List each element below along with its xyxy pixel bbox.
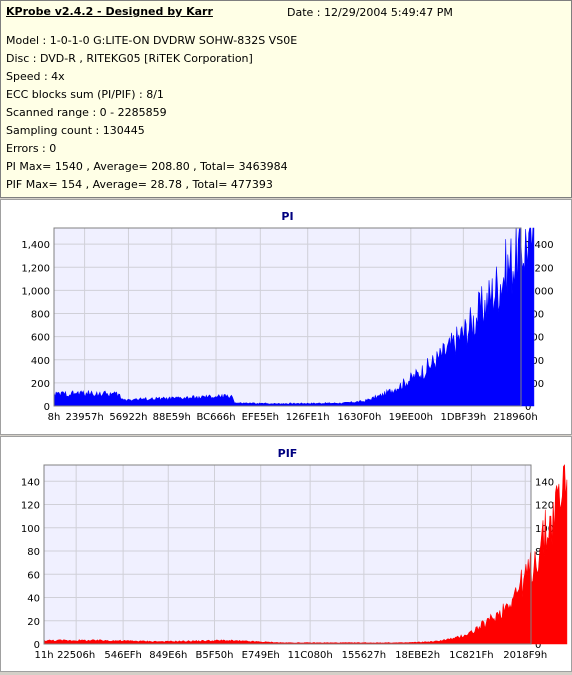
pif-xtick: 22506h: [57, 650, 95, 661]
pif-xtick: 11C080h: [288, 650, 333, 661]
pif-xtick: 18EBE2h: [395, 650, 440, 661]
pi-xtick: 19EE00h: [389, 412, 433, 423]
pi-xtick: 56922h: [109, 412, 147, 423]
pi-ytick-right: 400: [525, 356, 544, 367]
pif-plot-area: [44, 465, 531, 644]
pi-ytick-left: 1,400: [21, 240, 50, 251]
pi-stats-line: PI Max= 1540 , Average= 208.80 , Total= …: [6, 160, 288, 173]
pi-series-area: [53, 227, 535, 407]
pif-ytick-left: 60: [27, 570, 40, 581]
scan-date: Date : 12/29/2004 5:49:47 PM: [287, 6, 453, 19]
disc-line: Disc : DVD-R , RITEKG05 [RiTEK Corporati…: [6, 52, 253, 65]
pi-ytick-left: 400: [31, 356, 50, 367]
pif-ytick-right: 120: [535, 501, 554, 512]
pif-plot-frame: [43, 464, 532, 645]
pif-ytick-left: 0: [34, 640, 40, 651]
sampling-line: Sampling count : 130445: [6, 124, 145, 137]
pi-ytick-right: 0: [525, 402, 531, 413]
pi-xtick: 218960h: [493, 412, 538, 423]
pi-xtick: 23957h: [66, 412, 104, 423]
pi-ytick-right: 200: [525, 379, 544, 390]
info-panel: KProbe v2.4.2 - Designed by Karr Date : …: [0, 0, 572, 198]
pif-ytick-right: 140: [535, 477, 554, 488]
pi-xtick: 8h: [48, 412, 61, 423]
pi-ytick-left: 800: [31, 310, 50, 321]
pi-chart-title: PI: [281, 210, 293, 223]
pi-ytick-right: 600: [525, 333, 544, 344]
pi-ytick-left: 200: [31, 379, 50, 390]
pif-ytick-left: 120: [21, 501, 40, 512]
ecc-line: ECC blocks sum (PI/PIF) : 8/1: [6, 88, 164, 101]
pif-ytick-left: 40: [27, 594, 40, 605]
pi-xtick: 1DBF39h: [440, 412, 486, 423]
pi-ytick-right: 800: [525, 310, 544, 321]
pi-xtick: BC666h: [196, 412, 235, 423]
pi-xtick: 1630F0h: [337, 412, 381, 423]
pif-xtick: 2018F9h: [503, 650, 547, 661]
pif-series-area: [43, 464, 568, 645]
pi-ytick-left: 1,000: [21, 286, 50, 297]
pi-plot-frame: [53, 227, 522, 407]
pi-ytick-right: 1,000: [525, 286, 554, 297]
pif-xtick: 546EFh: [104, 650, 142, 661]
speed-line: Speed : 4x: [6, 70, 65, 83]
pi-xtick: 88E59h: [153, 412, 191, 423]
pif-chart-title: PIF: [278, 447, 298, 460]
pif-xtick: E749Eh: [242, 650, 280, 661]
pif-ytick-left: 20: [27, 617, 40, 628]
pif-xtick: 155627h: [342, 650, 387, 661]
pi-chart: PI 0 0 200 200 400 400 600 600 800 800 1,000 1,000 1,…: [21, 210, 554, 423]
pif-ytick-right: 0: [535, 640, 541, 651]
pi-ytick-right: 1,200: [525, 263, 554, 274]
pi-ytick-left: 1,200: [21, 263, 50, 274]
pif-ytick-left: 80: [27, 547, 40, 558]
pif-xtick: B5F50h: [195, 650, 233, 661]
pi-xtick: 126FE1h: [286, 412, 330, 423]
pi-ytick-right: 1,400: [525, 240, 554, 251]
pi-xtick: EFE5Eh: [242, 412, 279, 423]
app-title: KProbe v2.4.2 - Designed by Karr: [6, 5, 213, 18]
pif-xtick: 1C821Fh: [449, 650, 494, 661]
pif-ytick-left: 100: [21, 524, 40, 535]
range-line: Scanned range : 0 - 2285859: [6, 106, 167, 119]
pi-chart-panel: PI 0 0 200 200 400 400 600 600 800 800 1,000 1,000 1,…: [0, 199, 572, 435]
pi-ytick-left: 600: [31, 333, 50, 344]
pi-ytick-left: 0: [44, 402, 50, 413]
pif-stats-line: PIF Max= 154 , Average= 28.78 , Total= 4…: [6, 178, 273, 191]
pif-xtick: 849E6h: [149, 650, 187, 661]
model-line: Model : 1-0-1-0 G:LITE-ON DVDRW SOHW-832…: [6, 34, 298, 47]
pif-xtick: 11h: [34, 650, 53, 661]
pif-chart: PIF0020204040606080801001001201201401401…: [21, 447, 568, 661]
errors-line: Errors : 0: [6, 142, 57, 155]
pif-chart-panel: PIF0020204040606080801001001201201401401…: [0, 436, 572, 672]
pif-ytick-left: 140: [21, 477, 40, 488]
